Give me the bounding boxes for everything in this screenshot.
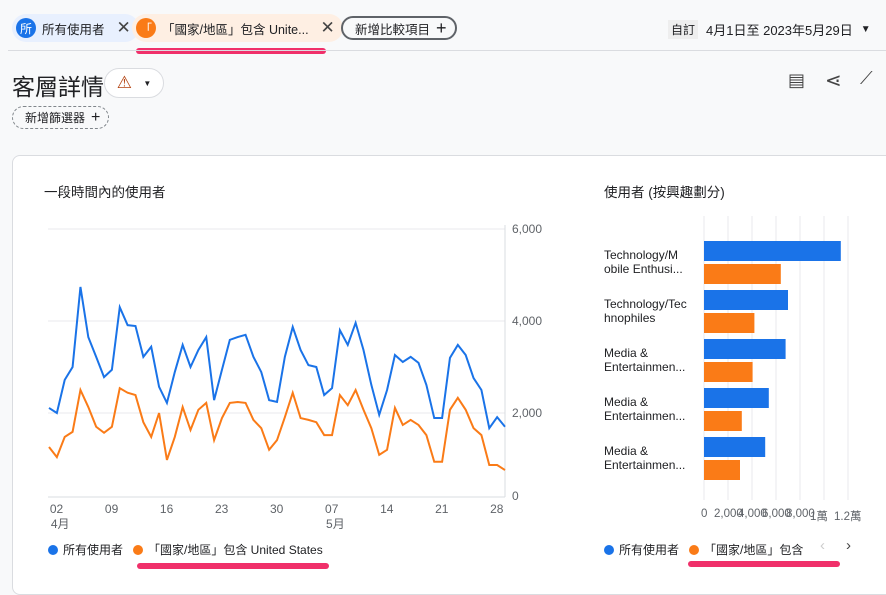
warning-dropdown[interactable]: ⚠ ▼: [104, 68, 164, 98]
bar-chart-title: 使用者 (按興趣劃分): [604, 185, 725, 200]
insights-icon[interactable]: ⟋: [860, 68, 873, 88]
segment-avatar: 所: [16, 18, 36, 38]
bar: [704, 339, 786, 359]
x-tick-label: 0: [701, 508, 708, 520]
bar: [704, 313, 755, 333]
y-tick-label: 2,000: [512, 406, 543, 420]
legend-next-icon[interactable]: ›: [846, 537, 851, 554]
x-tick-label: 28: [490, 502, 504, 516]
warning-icon: ⚠: [116, 73, 132, 92]
page-title: 客層詳情: [12, 74, 104, 100]
chip-label: 所有使用者: [42, 22, 105, 37]
date-range-picker[interactable]: 自訂 4月1日至 2023年5月29日 ▼: [668, 20, 871, 39]
divider: [8, 50, 886, 51]
series-line: [48, 286, 506, 431]
add-filter-button[interactable]: 新增篩選器 +: [12, 106, 110, 129]
x-tick-label: 14: [380, 502, 394, 516]
x-tick-label: 30: [270, 502, 284, 516]
x-tick-label: 8,000: [786, 508, 815, 520]
x-month-label: 4月: [50, 517, 70, 531]
line-chart-title: 一段時間內的使用者: [44, 185, 166, 200]
highlight-underline: [688, 561, 840, 567]
add-comparison-label: 新增比較項目: [355, 22, 431, 37]
series-line: [48, 386, 506, 471]
bar: [704, 241, 841, 261]
compare-chip-all-users[interactable]: 所 所有使用者 ✕: [12, 14, 139, 42]
y-tick-label: 4,000: [512, 314, 543, 328]
legend-label: 所有使用者: [63, 543, 124, 557]
category-label: Technology/M obile Enthusi...: [604, 248, 683, 276]
x-tick-label: 1.2萬: [834, 511, 862, 523]
x-tick-label: 21: [435, 502, 449, 516]
bar: [704, 264, 781, 284]
add-filter-label: 新增篩選器: [25, 111, 86, 125]
bar: [704, 437, 766, 457]
y-tick-label: 0: [512, 489, 519, 503]
x-tick-label: 02: [49, 502, 64, 516]
customize-report-icon[interactable]: ▤: [788, 70, 806, 90]
x-tick-label: 6,000: [762, 508, 791, 520]
legend-label: 所有使用者: [619, 543, 680, 557]
bar: [704, 460, 740, 480]
highlight-underline: [136, 48, 326, 54]
x-tick-label: 4,000: [738, 508, 767, 520]
x-tick-label: 09: [104, 502, 119, 516]
bar-legend-country[interactable]: 「國家/地區」包含: [689, 541, 803, 558]
legend-label: 「國家/地區」包含: [704, 543, 804, 557]
x-tick-label: 16: [159, 502, 174, 516]
dropdown-icon: ▼: [143, 78, 152, 88]
highlight-underline: [137, 563, 329, 569]
y-tick-label: 6,000: [512, 222, 543, 236]
chip-label: 「國家/地區」包含 Unite...: [162, 22, 309, 37]
x-tick-label: 1萬: [810, 511, 828, 523]
compare-chip-country[interactable]: 「 「國家/地區」包含 Unite... ✕: [132, 14, 343, 42]
bar: [704, 290, 788, 310]
legend-prev-icon[interactable]: ‹: [820, 537, 825, 554]
bar: [704, 388, 769, 408]
add-comparison-button[interactable]: 新增比較項目 +: [341, 16, 457, 40]
legend-dot: [133, 544, 143, 555]
category-label: Media & Entertainmen...: [604, 395, 686, 423]
bar-legend-all[interactable]: 所有使用者: [604, 541, 679, 558]
category-label: Technology/Tec hnophiles: [604, 297, 687, 325]
legend-dot: [604, 544, 614, 555]
plus-icon: +: [91, 108, 101, 126]
share-icon[interactable]: ⋖: [825, 70, 842, 92]
category-label: Media & Entertainmen...: [604, 346, 686, 374]
x-tick-label: 07: [325, 502, 339, 516]
plus-icon: +: [436, 17, 447, 38]
close-icon[interactable]: ✕: [320, 18, 335, 37]
line-legend-all[interactable]: 所有使用者: [48, 541, 123, 558]
legend-label: 「國家/地區」包含 United States: [148, 543, 323, 557]
bar: [704, 362, 753, 382]
legend-dot: [48, 544, 58, 555]
legend-dot: [689, 544, 699, 555]
category-label: Media & Entertainmen...: [604, 444, 686, 472]
x-month-label: 5月: [326, 517, 345, 531]
bar: [704, 411, 742, 431]
x-tick-label: 23: [214, 502, 229, 516]
segment-avatar: 「: [136, 18, 156, 38]
date-range: 4月1日至 2023年5月29日: [706, 23, 853, 38]
dropdown-icon: ▼: [860, 24, 871, 35]
date-mode: 自訂: [668, 20, 699, 39]
line-legend-us[interactable]: 「國家/地區」包含 United States: [133, 541, 323, 558]
x-tick-label: 2,000: [714, 508, 743, 520]
close-icon[interactable]: ✕: [116, 18, 131, 37]
